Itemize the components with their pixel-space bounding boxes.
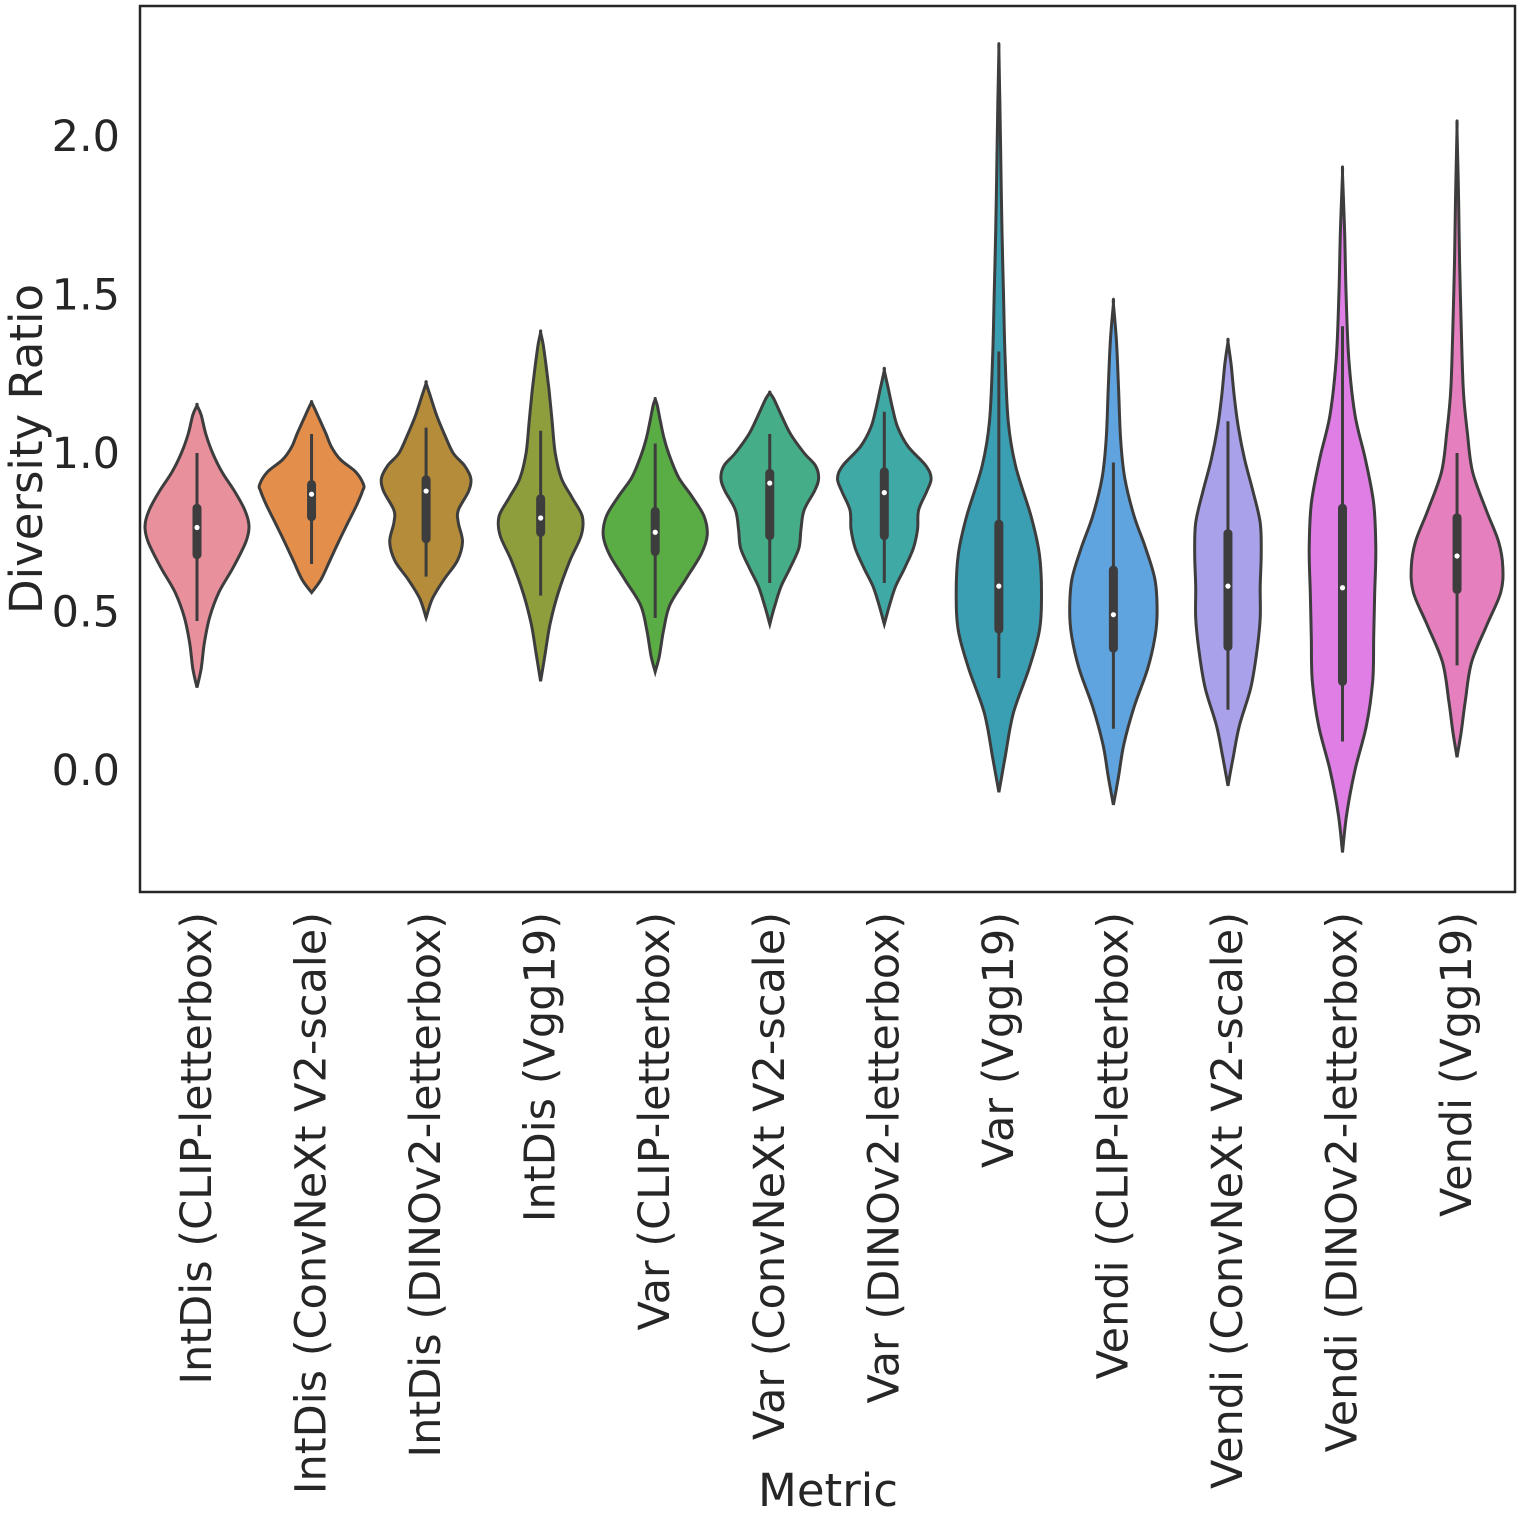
violin-iqr-box xyxy=(1223,529,1233,652)
y-tick-label: 0.0 xyxy=(52,746,120,796)
violin-median-dot xyxy=(194,524,200,531)
x-axis-title: Metric xyxy=(758,1464,898,1517)
violin-iqr-box xyxy=(1338,503,1347,686)
x-tick-label: Var (Vgg19) xyxy=(974,912,1024,1168)
violin-body xyxy=(1409,119,1505,758)
violin-group xyxy=(379,380,473,623)
x-tick-label: Vendi (DINOv2-letterbox) xyxy=(1318,912,1368,1452)
y-tick-label: 1.0 xyxy=(52,429,120,479)
x-tick-label: Vendi (Vgg19) xyxy=(1432,912,1482,1217)
violin-median-dot xyxy=(538,515,544,521)
violin-median-dot xyxy=(1225,583,1231,589)
x-tick-label: Vendi (ConvNeXt V2-scale) xyxy=(1203,912,1253,1489)
violin-median-dot xyxy=(1454,553,1460,559)
x-tick-label: Var (DINOv2-letterbox) xyxy=(859,912,909,1403)
y-axis-title: Diversity Ratio xyxy=(0,284,53,614)
x-tick-label: IntDis (DINOv2-letterbox) xyxy=(401,912,451,1458)
violin-iqr-box xyxy=(994,519,1004,634)
violin-median-dot xyxy=(1339,585,1346,591)
violin-median-dot xyxy=(767,480,773,486)
violin-iqr-box xyxy=(765,468,775,541)
y-tick-label: 2.0 xyxy=(52,112,120,162)
violin-median-dot xyxy=(308,491,315,497)
violin-median-dot xyxy=(996,583,1002,589)
violin-group xyxy=(954,42,1044,793)
violin-iqr-box xyxy=(192,503,202,560)
violin-group xyxy=(1068,297,1159,806)
y-tick-label: 0.5 xyxy=(52,588,120,638)
x-tick-label: IntDis (CLIP-letterbox) xyxy=(172,912,222,1385)
violin-group xyxy=(496,329,585,682)
x-tick-label: IntDis (Vgg19) xyxy=(516,912,566,1222)
violin-group xyxy=(1193,337,1263,787)
violin-median-dot xyxy=(423,488,429,494)
violin-iqr-box xyxy=(1108,565,1118,653)
violin-group xyxy=(1307,165,1378,853)
violin-iqr-box xyxy=(307,479,317,522)
y-tick-label: 1.5 xyxy=(52,271,120,321)
violin-group xyxy=(835,366,933,630)
x-tick-label: Var (ConvNeXt V2-scale) xyxy=(745,912,795,1440)
violin-median-dot xyxy=(652,529,658,535)
violin-group xyxy=(257,399,366,596)
violin-group xyxy=(719,390,821,631)
violins-group xyxy=(143,42,1505,853)
x-axis-ticks: IntDis (CLIP-letterbox) IntDis (ConvNeXt … xyxy=(172,912,1482,1494)
x-tick-label: IntDis (ConvNeXt V2-scale) xyxy=(287,912,337,1494)
violin-iqr-box xyxy=(421,475,431,544)
x-tick-label: Var (CLIP-letterbox) xyxy=(630,912,680,1330)
violin-group xyxy=(1409,119,1505,758)
plot-frame xyxy=(138,4,1517,894)
violin-iqr-box xyxy=(879,467,889,541)
violin-median-dot xyxy=(881,490,887,496)
x-tick-label: Vendi (CLIP-letterbox) xyxy=(1088,912,1138,1379)
violin-group xyxy=(601,396,709,678)
y-axis-ticks: 0.0 0.5 1.0 1.5 2.0 xyxy=(52,112,120,796)
violin-median-dot xyxy=(1110,612,1116,618)
violin-group xyxy=(143,402,251,688)
